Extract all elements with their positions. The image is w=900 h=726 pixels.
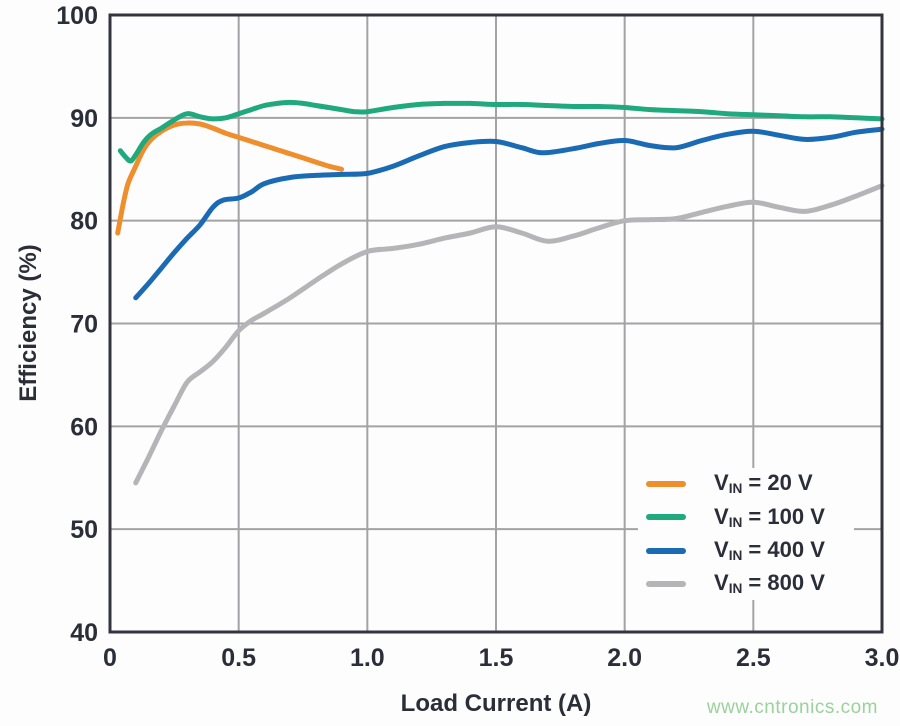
legend-label-vin-20: VIN = 20 V (714, 470, 813, 497)
legend-item-vin-800: VIN = 800 V (638, 571, 854, 597)
plot-frame (108, 13, 884, 634)
y-tick-label-60: 60 (70, 413, 98, 441)
legend-swatch-vin-800 (646, 580, 686, 587)
legend-label-vin-100: VIN = 100 V (714, 503, 825, 530)
watermark-text: www.cntronics.com (706, 697, 878, 718)
x-axis-title: Load Current (A) (400, 690, 592, 717)
y-axis-title: Efficiency (%) (15, 244, 42, 402)
y-tick-label-100: 100 (56, 2, 98, 30)
y-tick-label-40: 40 (70, 619, 98, 647)
x-tick-label-2: 2.0 (607, 644, 642, 672)
legend-item-vin-400: VIN = 400 V (638, 538, 854, 564)
x-tick-label-1.5: 1.5 (479, 644, 514, 672)
curve-vin-400 (133, 126, 885, 301)
legend-label-vin-800: VIN = 800 V (714, 570, 825, 597)
curve-vin-20 (115, 120, 345, 236)
y-tick-label-80: 80 (70, 208, 98, 236)
legend-swatch-vin-400 (646, 547, 686, 554)
y-tick-label-50: 50 (70, 516, 98, 544)
curve-vin-800 (133, 183, 885, 486)
legend-label-vin-400: VIN = 400 V (714, 536, 825, 563)
x-tick-label-2.5: 2.5 (736, 644, 771, 672)
x-tick-label-3: 3.0 (865, 644, 900, 672)
legend-item-vin-20: VIN = 20 V (638, 471, 854, 497)
x-tick-label-1: 1.0 (350, 644, 385, 672)
chart-legend: VIN = 20 V VIN = 100 V VIN = 400 V VIN = 80… (638, 468, 854, 600)
y-tick-label-90: 90 (70, 105, 98, 133)
curve-vin-100 (117, 99, 885, 164)
legend-item-vin-100: VIN = 100 V (638, 504, 854, 530)
x-tick-label-0.5: 0.5 (221, 644, 256, 672)
legend-swatch-vin-20 (646, 481, 686, 487)
legend-swatch-vin-100 (646, 514, 686, 521)
y-tick-label-70: 70 (70, 311, 98, 339)
x-tick-label-0: 0 (103, 644, 117, 672)
